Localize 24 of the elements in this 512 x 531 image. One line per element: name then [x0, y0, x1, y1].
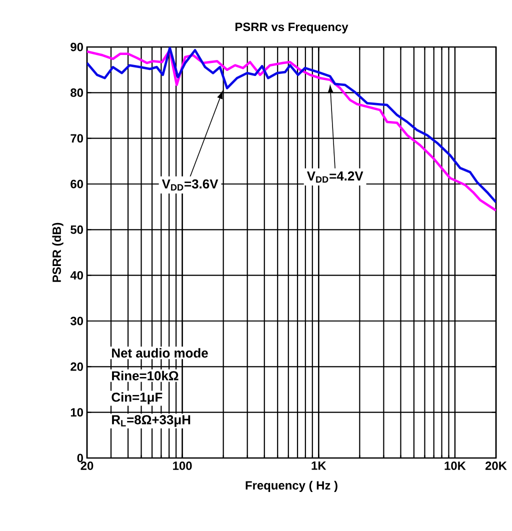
y-tick-label: 50: [70, 225, 83, 234]
annotation: Rine=10kΩ: [112, 370, 178, 380]
annotation: V$_{DD}$=3.6V: [162, 179, 218, 191]
x-tick-label: 20: [80, 462, 94, 470]
y-tick-label: 70: [70, 134, 83, 143]
y-tick-label: 10: [70, 408, 83, 417]
x-tick-label: 10K: [444, 462, 466, 470]
x-tick-label: 1K: [312, 462, 326, 470]
annotation: R$_{L}$=8Ω+33μH: [112, 415, 190, 427]
annotation: V$_{DD}$=4.2V: [306, 171, 364, 183]
x-axis-title: Frequency ( Hz ): [246, 480, 338, 492]
y-tick-label: 90: [70, 42, 83, 52]
annotation: Net audio mode: [112, 348, 208, 358]
chart-title: PSRR vs Frequency: [235, 22, 348, 34]
y-tick-label: 0: [77, 454, 83, 462]
y-tick-label: 30: [70, 316, 83, 326]
y-tick-label: 20: [70, 362, 83, 371]
y-tick-label: 60: [70, 180, 83, 188]
y-axis-title: PSRR (dB): [52, 222, 64, 282]
y-tick-label: 40: [70, 271, 83, 280]
x-tick-label: 20K: [485, 462, 507, 470]
annotation: Cin=1μF: [112, 392, 162, 404]
y-tick-label: 80: [70, 88, 83, 97]
x-tick-label: 100: [173, 462, 192, 470]
